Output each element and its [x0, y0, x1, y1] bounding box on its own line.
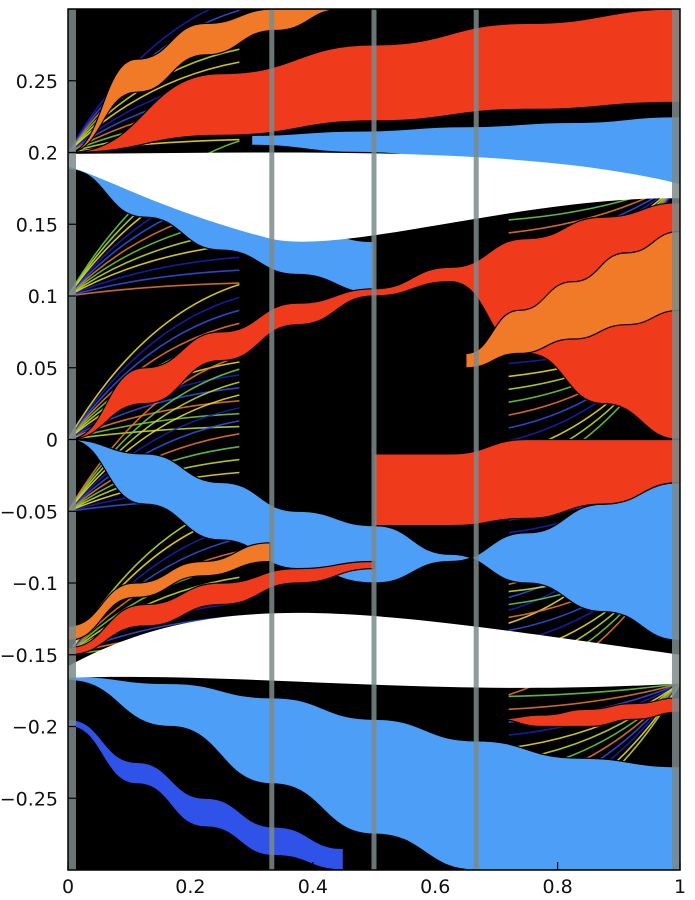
edge-strand	[68, 282, 240, 297]
y-tick-label: 0.25	[16, 71, 58, 93]
x-tick-label: 0	[62, 876, 74, 898]
edge-strand	[508, 682, 680, 698]
x-tick-label: 1	[674, 876, 686, 898]
edge-strand	[68, 138, 240, 154]
edge-strand	[68, 9, 213, 153]
y-tick-label: 0.15	[16, 214, 58, 236]
edge-strand	[68, 256, 240, 297]
y-tick-label: 0.2	[28, 143, 58, 165]
edge-strand	[68, 296, 240, 440]
edge-strand	[68, 322, 240, 440]
region-blue	[68, 718, 344, 870]
divider-bar	[371, 9, 377, 870]
edge-strand	[68, 61, 240, 154]
x-tick-label: 0.6	[420, 876, 450, 898]
edge-strand	[68, 269, 240, 297]
x-axis: 0 0.2 0.4 0.6 0.8 1	[62, 862, 686, 898]
edge-strand	[68, 425, 240, 441]
edge-strand	[68, 283, 240, 440]
x-tick-label: 0.8	[542, 876, 572, 898]
y-tick-label: −0.25	[0, 788, 58, 810]
edge-strand	[68, 407, 240, 512]
x-tick-label: 0.2	[175, 876, 205, 898]
y-tick-label: −0.1	[12, 573, 58, 595]
y-tick-label: −0.15	[0, 645, 58, 667]
x-tick-label: 0.4	[298, 876, 328, 898]
region-orange	[68, 9, 344, 154]
edge-strand	[68, 387, 240, 441]
edge-strand	[68, 420, 240, 512]
y-tick-label: 0.1	[28, 286, 58, 308]
y-tick-label: 0	[46, 430, 58, 452]
edge-strand	[68, 368, 240, 512]
edge-strand	[508, 682, 680, 711]
edge-strand	[68, 394, 240, 512]
y-tick-label: −0.05	[0, 501, 58, 523]
edge-strand	[68, 355, 240, 512]
region-red	[496, 697, 680, 728]
divider-bar	[672, 9, 680, 870]
edge-strand	[68, 309, 240, 440]
divider-bar	[269, 9, 275, 870]
y-tick-label: 0.05	[16, 358, 58, 380]
edge-strand	[68, 381, 240, 512]
y-tick-label: −0.2	[12, 717, 58, 739]
divider-bar	[473, 9, 479, 870]
y-axis: 0.25 0.2 0.15 0.1 0.05 0 −0.05 −0.1 −0.15 −0.2 −0.…	[0, 71, 76, 810]
